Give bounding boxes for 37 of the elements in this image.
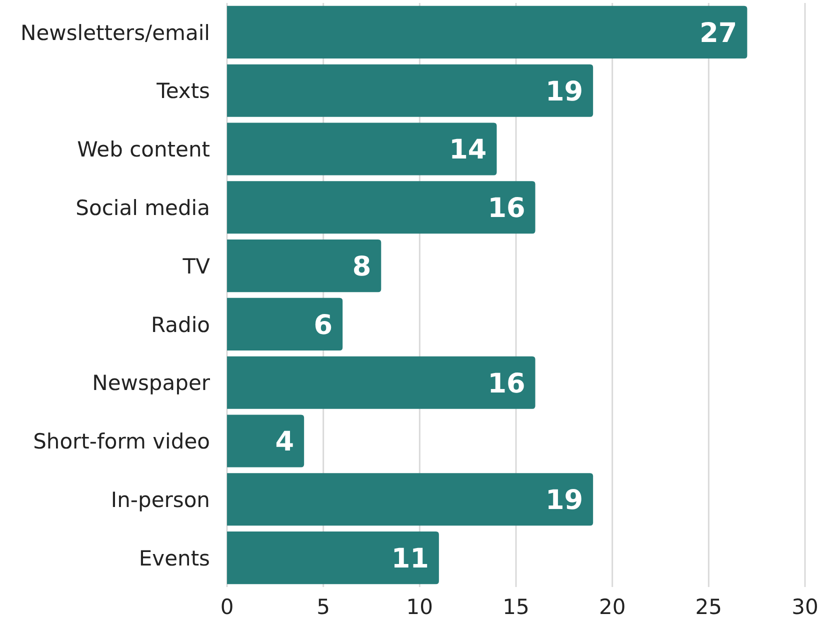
data-label: 16 <box>488 368 526 400</box>
data-label: 4 <box>275 426 294 458</box>
data-label: 8 <box>352 252 372 283</box>
bar <box>227 356 536 409</box>
data-label: 6 <box>314 310 333 341</box>
y-tick-label: TV <box>182 254 211 278</box>
x-tick-label: 30 <box>792 595 818 619</box>
x-tick-label: 25 <box>695 595 722 619</box>
bar <box>227 6 748 58</box>
x-tick-label: 5 <box>316 595 330 619</box>
bar <box>227 122 497 176</box>
bar <box>227 414 304 468</box>
data-label: 11 <box>391 544 429 575</box>
data-label: 14 <box>449 134 487 166</box>
data-label: 16 <box>488 193 526 224</box>
x-tick-label: 10 <box>406 595 434 619</box>
y-tick-label: Newsletters/email <box>20 20 210 45</box>
bar <box>227 298 343 350</box>
y-tick-label: Short-form video <box>33 430 210 454</box>
y-tick-label: In-person <box>110 488 210 512</box>
y-tick-label: Texts <box>156 79 210 104</box>
data-label: 19 <box>545 76 584 108</box>
data-label: 27 <box>700 18 738 49</box>
y-tick-label: Radio <box>150 312 210 337</box>
x-tick-label: 20 <box>598 595 626 619</box>
y-tick-label: Newspaper <box>92 371 210 396</box>
bar <box>227 181 536 234</box>
y-tick-label: Events <box>138 546 210 570</box>
bar <box>227 532 439 584</box>
bar <box>227 240 382 292</box>
y-tick-label: Social media <box>76 196 210 220</box>
x-tick-label: 15 <box>502 595 530 619</box>
bar <box>227 473 594 526</box>
x-tick-label: 0 <box>220 595 234 619</box>
bar <box>227 64 594 117</box>
y-tick-label: Web content <box>77 138 210 162</box>
data-label: 19 <box>545 485 584 516</box>
